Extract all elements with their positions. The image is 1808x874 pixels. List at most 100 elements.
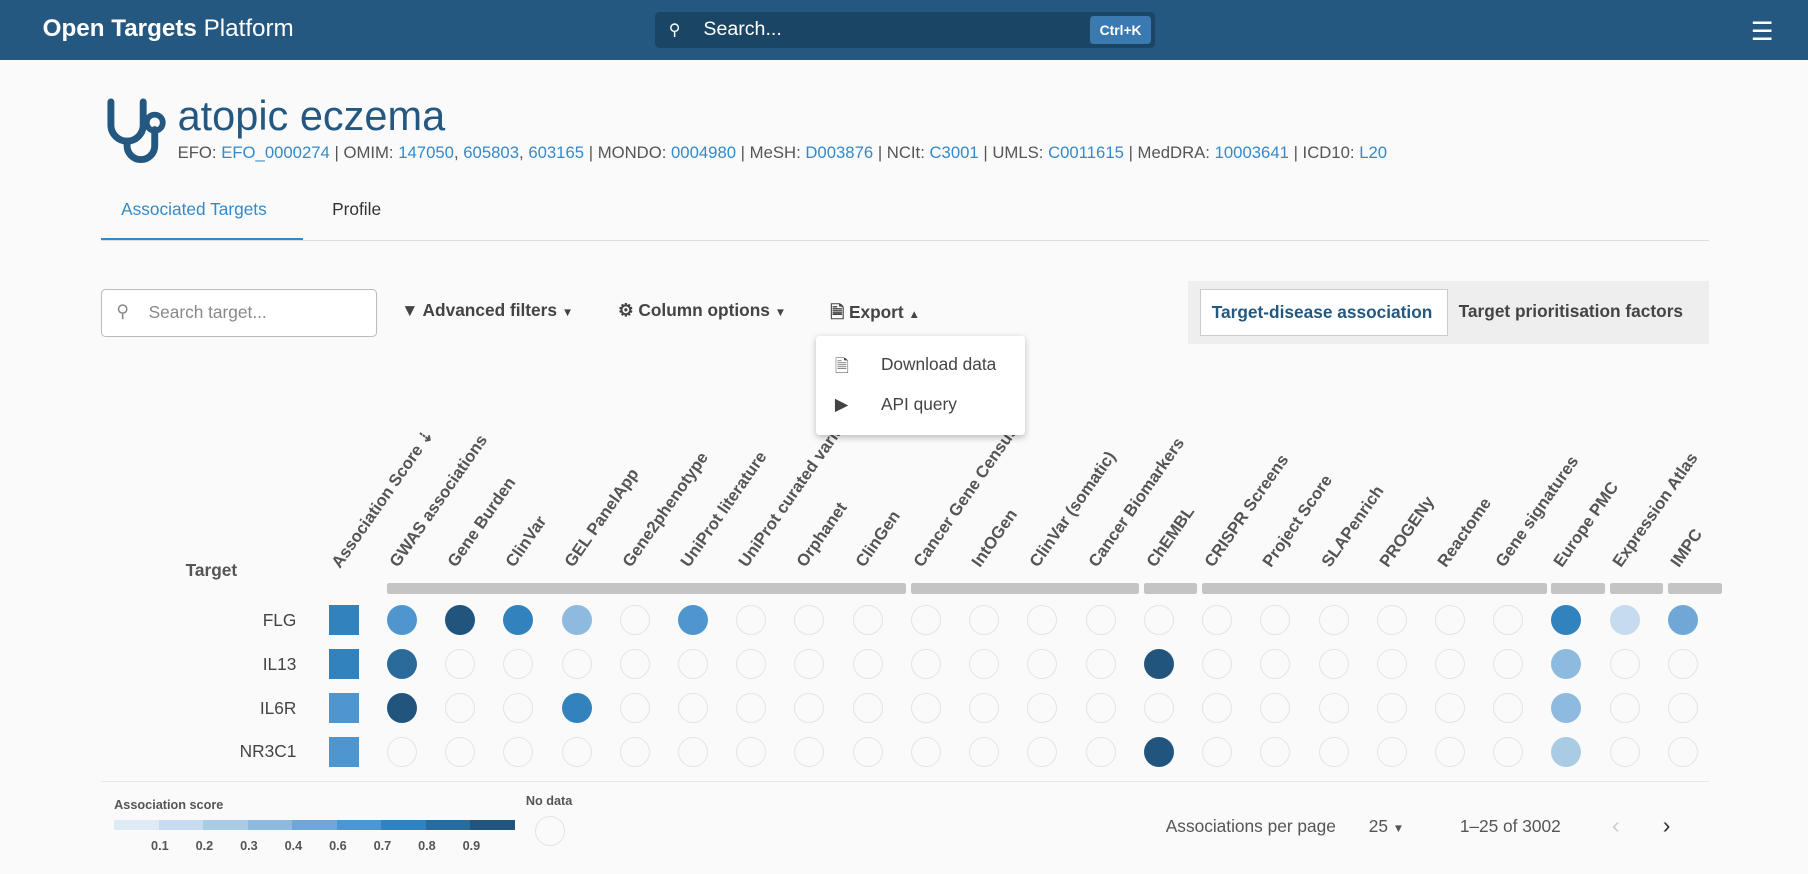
evidence-cell[interactable] xyxy=(386,649,417,680)
evidence-cell-empty[interactable] xyxy=(1143,693,1174,723)
evidence-cell[interactable] xyxy=(386,605,417,636)
export-button[interactable]: 🗎 Export ▲ xyxy=(830,300,920,329)
evidence-cell-empty[interactable] xyxy=(1260,693,1291,723)
evidence-cell-empty[interactable] xyxy=(736,693,767,723)
association-score-cell[interactable] xyxy=(328,736,359,767)
evidence-cell[interactable] xyxy=(386,693,417,723)
next-page-button[interactable]: › xyxy=(1662,811,1671,838)
evidence-cell-empty[interactable] xyxy=(852,649,883,680)
evidence-cell-empty[interactable] xyxy=(1318,736,1349,767)
evidence-cell-empty[interactable] xyxy=(1493,693,1524,723)
evidence-cell-empty[interactable] xyxy=(1376,693,1407,723)
evidence-cell-empty[interactable] xyxy=(1435,736,1465,767)
brand-logo[interactable]: Open Targets Platform xyxy=(43,15,294,43)
xref-link[interactable]: C0011615 xyxy=(1048,142,1124,162)
evidence-cell-empty[interactable] xyxy=(561,649,592,680)
tab-associated-targets[interactable]: Associated Targets xyxy=(121,199,267,220)
column-header[interactable]: Reactome xyxy=(1433,494,1495,571)
evidence-cell-empty[interactable] xyxy=(1376,736,1407,767)
evidence-cell-empty[interactable] xyxy=(619,693,650,723)
association-score-cell[interactable] xyxy=(328,605,359,636)
evidence-cell-empty[interactable] xyxy=(1027,605,1058,636)
column-header[interactable]: Cancer Gene Census xyxy=(909,422,1022,571)
evidence-cell-empty[interactable] xyxy=(678,649,708,680)
per-page-select[interactable]: 25 ▼ xyxy=(1369,816,1404,837)
column-header-association-score[interactable]: Association Score ⇣ xyxy=(327,426,438,572)
search-target-input[interactable]: ⚲ Search target... xyxy=(101,289,378,337)
evidence-cell-empty[interactable] xyxy=(1493,736,1524,767)
prev-page-button[interactable]: ‹ xyxy=(1612,811,1620,838)
evidence-cell[interactable] xyxy=(1551,605,1582,636)
evidence-cell-empty[interactable] xyxy=(386,736,417,767)
evidence-cell-empty[interactable] xyxy=(678,736,708,767)
evidence-cell-empty[interactable] xyxy=(794,605,825,636)
tab-profile[interactable]: Profile xyxy=(332,199,382,220)
column-header[interactable]: ChEMBL xyxy=(1142,502,1198,571)
xref-link[interactable]: 603165 xyxy=(528,142,585,162)
evidence-cell[interactable] xyxy=(678,605,708,636)
evidence-cell-empty[interactable] xyxy=(1202,649,1233,680)
evidence-cell-empty[interactable] xyxy=(619,649,650,680)
evidence-cell-empty[interactable] xyxy=(736,605,767,636)
evidence-cell-empty[interactable] xyxy=(503,736,534,767)
evidence-cell-empty[interactable] xyxy=(1609,649,1640,680)
evidence-cell[interactable] xyxy=(1551,649,1582,680)
evidence-cell-empty[interactable] xyxy=(1609,693,1640,723)
column-header[interactable]: ClinGen xyxy=(851,507,904,571)
hamburger-menu-icon[interactable]: ☰ xyxy=(1750,18,1774,47)
row-target-label[interactable]: NR3C1 xyxy=(239,741,297,762)
evidence-cell-empty[interactable] xyxy=(1027,693,1058,723)
evidence-cell-empty[interactable] xyxy=(910,605,941,636)
evidence-cell-empty[interactable] xyxy=(1027,736,1058,767)
evidence-cell[interactable] xyxy=(1551,736,1582,767)
evidence-cell-empty[interactable] xyxy=(619,736,650,767)
evidence-cell-empty[interactable] xyxy=(736,736,767,767)
xref-link[interactable]: 605803 xyxy=(463,142,520,162)
evidence-cell-empty[interactable] xyxy=(1202,605,1233,636)
evidence-cell-empty[interactable] xyxy=(1435,605,1465,636)
evidence-cell-empty[interactable] xyxy=(910,736,941,767)
association-score-cell[interactable] xyxy=(328,693,359,723)
evidence-cell-empty[interactable] xyxy=(969,736,1000,767)
evidence-cell-empty[interactable] xyxy=(1027,649,1058,680)
menu-item-api-query[interactable]: API query xyxy=(880,394,957,415)
column-header[interactable]: IMPC xyxy=(1666,525,1707,571)
global-search[interactable]: ⚲ Search... Ctrl+K xyxy=(654,11,1156,49)
evidence-cell-empty[interactable] xyxy=(1667,649,1698,680)
evidence-cell-empty[interactable] xyxy=(1435,649,1465,680)
evidence-cell[interactable] xyxy=(1667,605,1698,636)
evidence-cell-empty[interactable] xyxy=(1667,736,1698,767)
evidence-cell-empty[interactable] xyxy=(910,649,941,680)
evidence-cell-empty[interactable] xyxy=(852,693,883,723)
evidence-cell-empty[interactable] xyxy=(969,605,1000,636)
evidence-cell-empty[interactable] xyxy=(969,693,1000,723)
toggle-target-disease-association[interactable]: Target-disease association xyxy=(1200,289,1449,336)
evidence-cell[interactable] xyxy=(445,605,476,636)
evidence-cell[interactable] xyxy=(561,605,592,636)
evidence-cell[interactable] xyxy=(1551,693,1582,723)
evidence-cell-empty[interactable] xyxy=(910,693,941,723)
evidence-cell-empty[interactable] xyxy=(1667,693,1698,723)
advanced-filters-button[interactable]: ▼ Advanced filters ▼ xyxy=(401,300,573,321)
evidence-cell-empty[interactable] xyxy=(1318,605,1349,636)
evidence-cell-empty[interactable] xyxy=(1202,736,1233,767)
evidence-cell-empty[interactable] xyxy=(1376,605,1407,636)
evidence-cell-empty[interactable] xyxy=(1318,693,1349,723)
evidence-cell-empty[interactable] xyxy=(1085,605,1116,636)
evidence-cell-empty[interactable] xyxy=(445,736,476,767)
evidence-cell-empty[interactable] xyxy=(1143,605,1174,636)
evidence-cell-empty[interactable] xyxy=(1435,693,1465,723)
evidence-cell-empty[interactable] xyxy=(1085,693,1116,723)
evidence-cell-empty[interactable] xyxy=(794,693,825,723)
evidence-cell-empty[interactable] xyxy=(736,649,767,680)
evidence-cell-empty[interactable] xyxy=(852,605,883,636)
evidence-cell-empty[interactable] xyxy=(1085,736,1116,767)
association-score-cell[interactable] xyxy=(328,649,359,680)
xref-link[interactable]: EFO_0000274 xyxy=(221,142,330,162)
evidence-cell[interactable] xyxy=(561,693,592,723)
evidence-cell-empty[interactable] xyxy=(445,693,476,723)
evidence-cell-empty[interactable] xyxy=(1085,649,1116,680)
evidence-cell[interactable] xyxy=(1609,605,1640,636)
evidence-cell-empty[interactable] xyxy=(969,649,1000,680)
evidence-cell-empty[interactable] xyxy=(1260,736,1291,767)
